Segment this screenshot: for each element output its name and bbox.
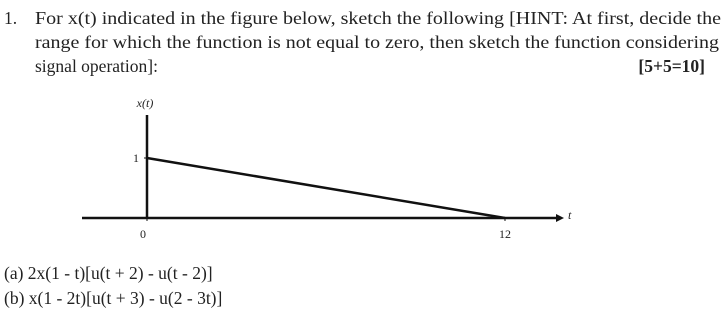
- part: (b) x(1 - 2t)[u(t + 3) - u(2 - 3t)]: [4, 288, 222, 308]
- question-line: For x(t) indicated in the figure below, …: [35, 8, 721, 28]
- x-tick-label: 0: [140, 227, 146, 241]
- x-axis-label: t: [568, 208, 572, 222]
- marks: [5+5=10]: [638, 56, 705, 76]
- x-tick-label: 12: [499, 227, 511, 241]
- y-axis-label: x(t): [136, 96, 154, 110]
- signal: [146, 156, 506, 220]
- x-axis-arrow: [556, 214, 564, 222]
- question-line: range for which the function is not equa…: [35, 32, 719, 52]
- question-number: 1.: [4, 8, 17, 28]
- question-line: signal operation]:: [35, 56, 158, 76]
- figure: 0 12 1: [133, 151, 511, 241]
- part: (a) 2x(1 - t)[u(t + 2) - u(t - 2)]: [4, 263, 213, 283]
- y-tick-label: 1: [133, 151, 139, 165]
